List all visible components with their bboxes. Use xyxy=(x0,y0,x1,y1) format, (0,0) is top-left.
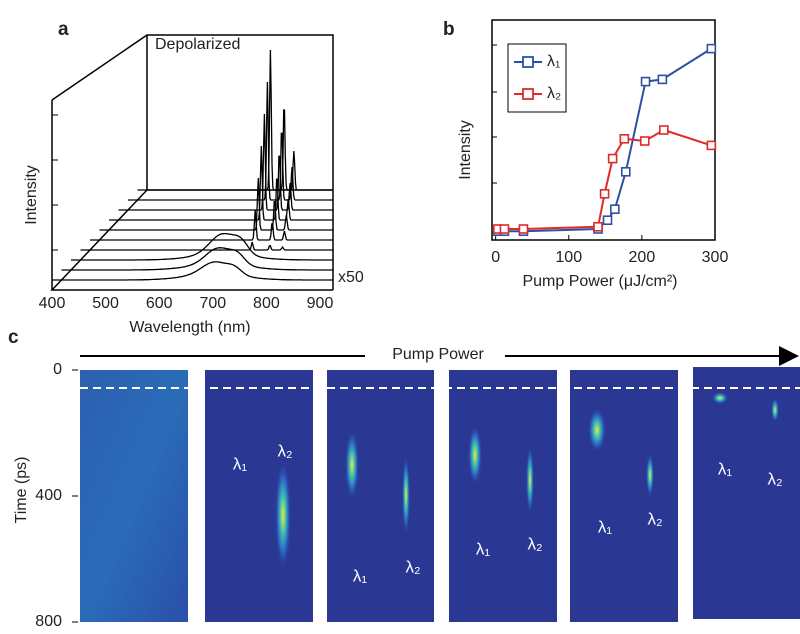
marker xyxy=(640,136,650,146)
streak-image xyxy=(80,370,188,622)
y-tick-label: 0 xyxy=(53,361,62,378)
panel-b: b Pump Power (μJ/cm²) Intensity 0 100 200 3… xyxy=(443,19,728,290)
streak-image xyxy=(570,370,678,622)
emission-spot xyxy=(468,425,482,485)
marker xyxy=(620,167,631,177)
marker xyxy=(657,74,668,85)
arrow-label: Pump Power xyxy=(392,346,484,363)
spectrum-trace xyxy=(80,241,333,251)
legend-label: λ₂ xyxy=(547,85,561,102)
y-tick-label: 400 xyxy=(35,487,62,504)
marker xyxy=(599,189,610,199)
mode-label: λ₁ xyxy=(476,539,491,558)
marker xyxy=(619,134,630,144)
x-tick-label: 400 xyxy=(39,295,66,312)
spectrum-trace xyxy=(52,261,333,281)
x-tick-label: 600 xyxy=(146,295,173,312)
mode-label: λ₂ xyxy=(527,534,542,553)
x-tick-label: 300 xyxy=(702,249,729,266)
marker xyxy=(602,215,613,225)
plot-frame xyxy=(491,19,716,241)
spectrum-trace xyxy=(90,209,333,241)
x-tick-label: 500 xyxy=(92,295,119,312)
series-line xyxy=(497,47,712,233)
box-3d xyxy=(50,34,334,291)
emission-spot xyxy=(345,430,359,500)
marker xyxy=(659,125,669,135)
panel-label: c xyxy=(8,327,19,348)
x-tick-label: 200 xyxy=(629,249,656,266)
series-line xyxy=(497,128,712,230)
marker xyxy=(706,43,717,54)
x-tick-label: 100 xyxy=(555,249,582,266)
panel-label: b xyxy=(443,19,455,40)
marker xyxy=(518,224,529,234)
x-tick-label: 0 xyxy=(491,249,500,266)
panel-a: a Depolarized x50 Wavelength (nm) Intens… xyxy=(23,19,364,336)
streak-image xyxy=(693,367,800,619)
spectrum-trace xyxy=(109,145,333,221)
marker xyxy=(610,204,620,214)
marker xyxy=(706,140,717,151)
spectrum-trace xyxy=(137,49,333,191)
spectrum-trace xyxy=(61,247,333,271)
mode-label: λ₁ xyxy=(598,517,613,536)
mode-label: λ₂ xyxy=(647,509,662,528)
marker xyxy=(499,224,510,234)
emission-spot xyxy=(275,460,291,570)
x-tick-label: 900 xyxy=(307,295,334,312)
x-axis-label: Wavelength (nm) xyxy=(129,319,250,336)
emission-spot xyxy=(771,398,779,422)
y-axis-label: Intensity xyxy=(23,165,40,225)
emission-spot xyxy=(646,453,654,497)
x-tick-label: 800 xyxy=(253,295,280,312)
streak-image xyxy=(327,370,434,622)
legend-box xyxy=(507,43,567,113)
x-axis-label: Pump Power (μJ/cm²) xyxy=(522,273,677,290)
marker xyxy=(640,76,651,87)
emission-spot xyxy=(402,455,410,535)
spectrum-trace xyxy=(71,232,333,261)
spectrum-trace xyxy=(99,177,333,231)
panel-label: a xyxy=(58,19,69,40)
mode-label: λ₂ xyxy=(767,469,782,488)
emission-spot xyxy=(712,392,728,404)
streak-image xyxy=(205,370,313,622)
legend-marker xyxy=(522,88,534,100)
legend-label: λ₁ xyxy=(547,53,560,70)
streak-image xyxy=(449,370,557,622)
panel-c: c Pump Power Time (ps) 0 400 800 λ₁ λ₂ λ₁ λ₂ λ₁… xyxy=(8,327,800,630)
mode-label: λ₁ xyxy=(353,566,368,585)
y-axis-label: Time (ps) xyxy=(13,457,30,524)
spectrum-trace xyxy=(128,81,333,201)
x-tick-label: 700 xyxy=(199,295,226,312)
mode-label: λ₂ xyxy=(277,441,292,460)
arrow-label-bg xyxy=(365,343,505,367)
multiplier: x50 xyxy=(338,269,364,286)
y-axis-label: Intensity xyxy=(457,120,474,180)
marker xyxy=(607,153,618,164)
legend-marker xyxy=(522,56,534,68)
mode-label: λ₂ xyxy=(405,557,420,576)
mode-label: λ₁ xyxy=(233,454,248,473)
emission-spot xyxy=(588,408,606,452)
annotation: Depolarized xyxy=(155,36,240,53)
marker xyxy=(593,222,603,232)
y-tick-label: 800 xyxy=(35,613,62,629)
spectrum-trace xyxy=(118,113,333,211)
mode-label: λ₁ xyxy=(718,459,733,478)
emission-spot xyxy=(526,445,534,515)
